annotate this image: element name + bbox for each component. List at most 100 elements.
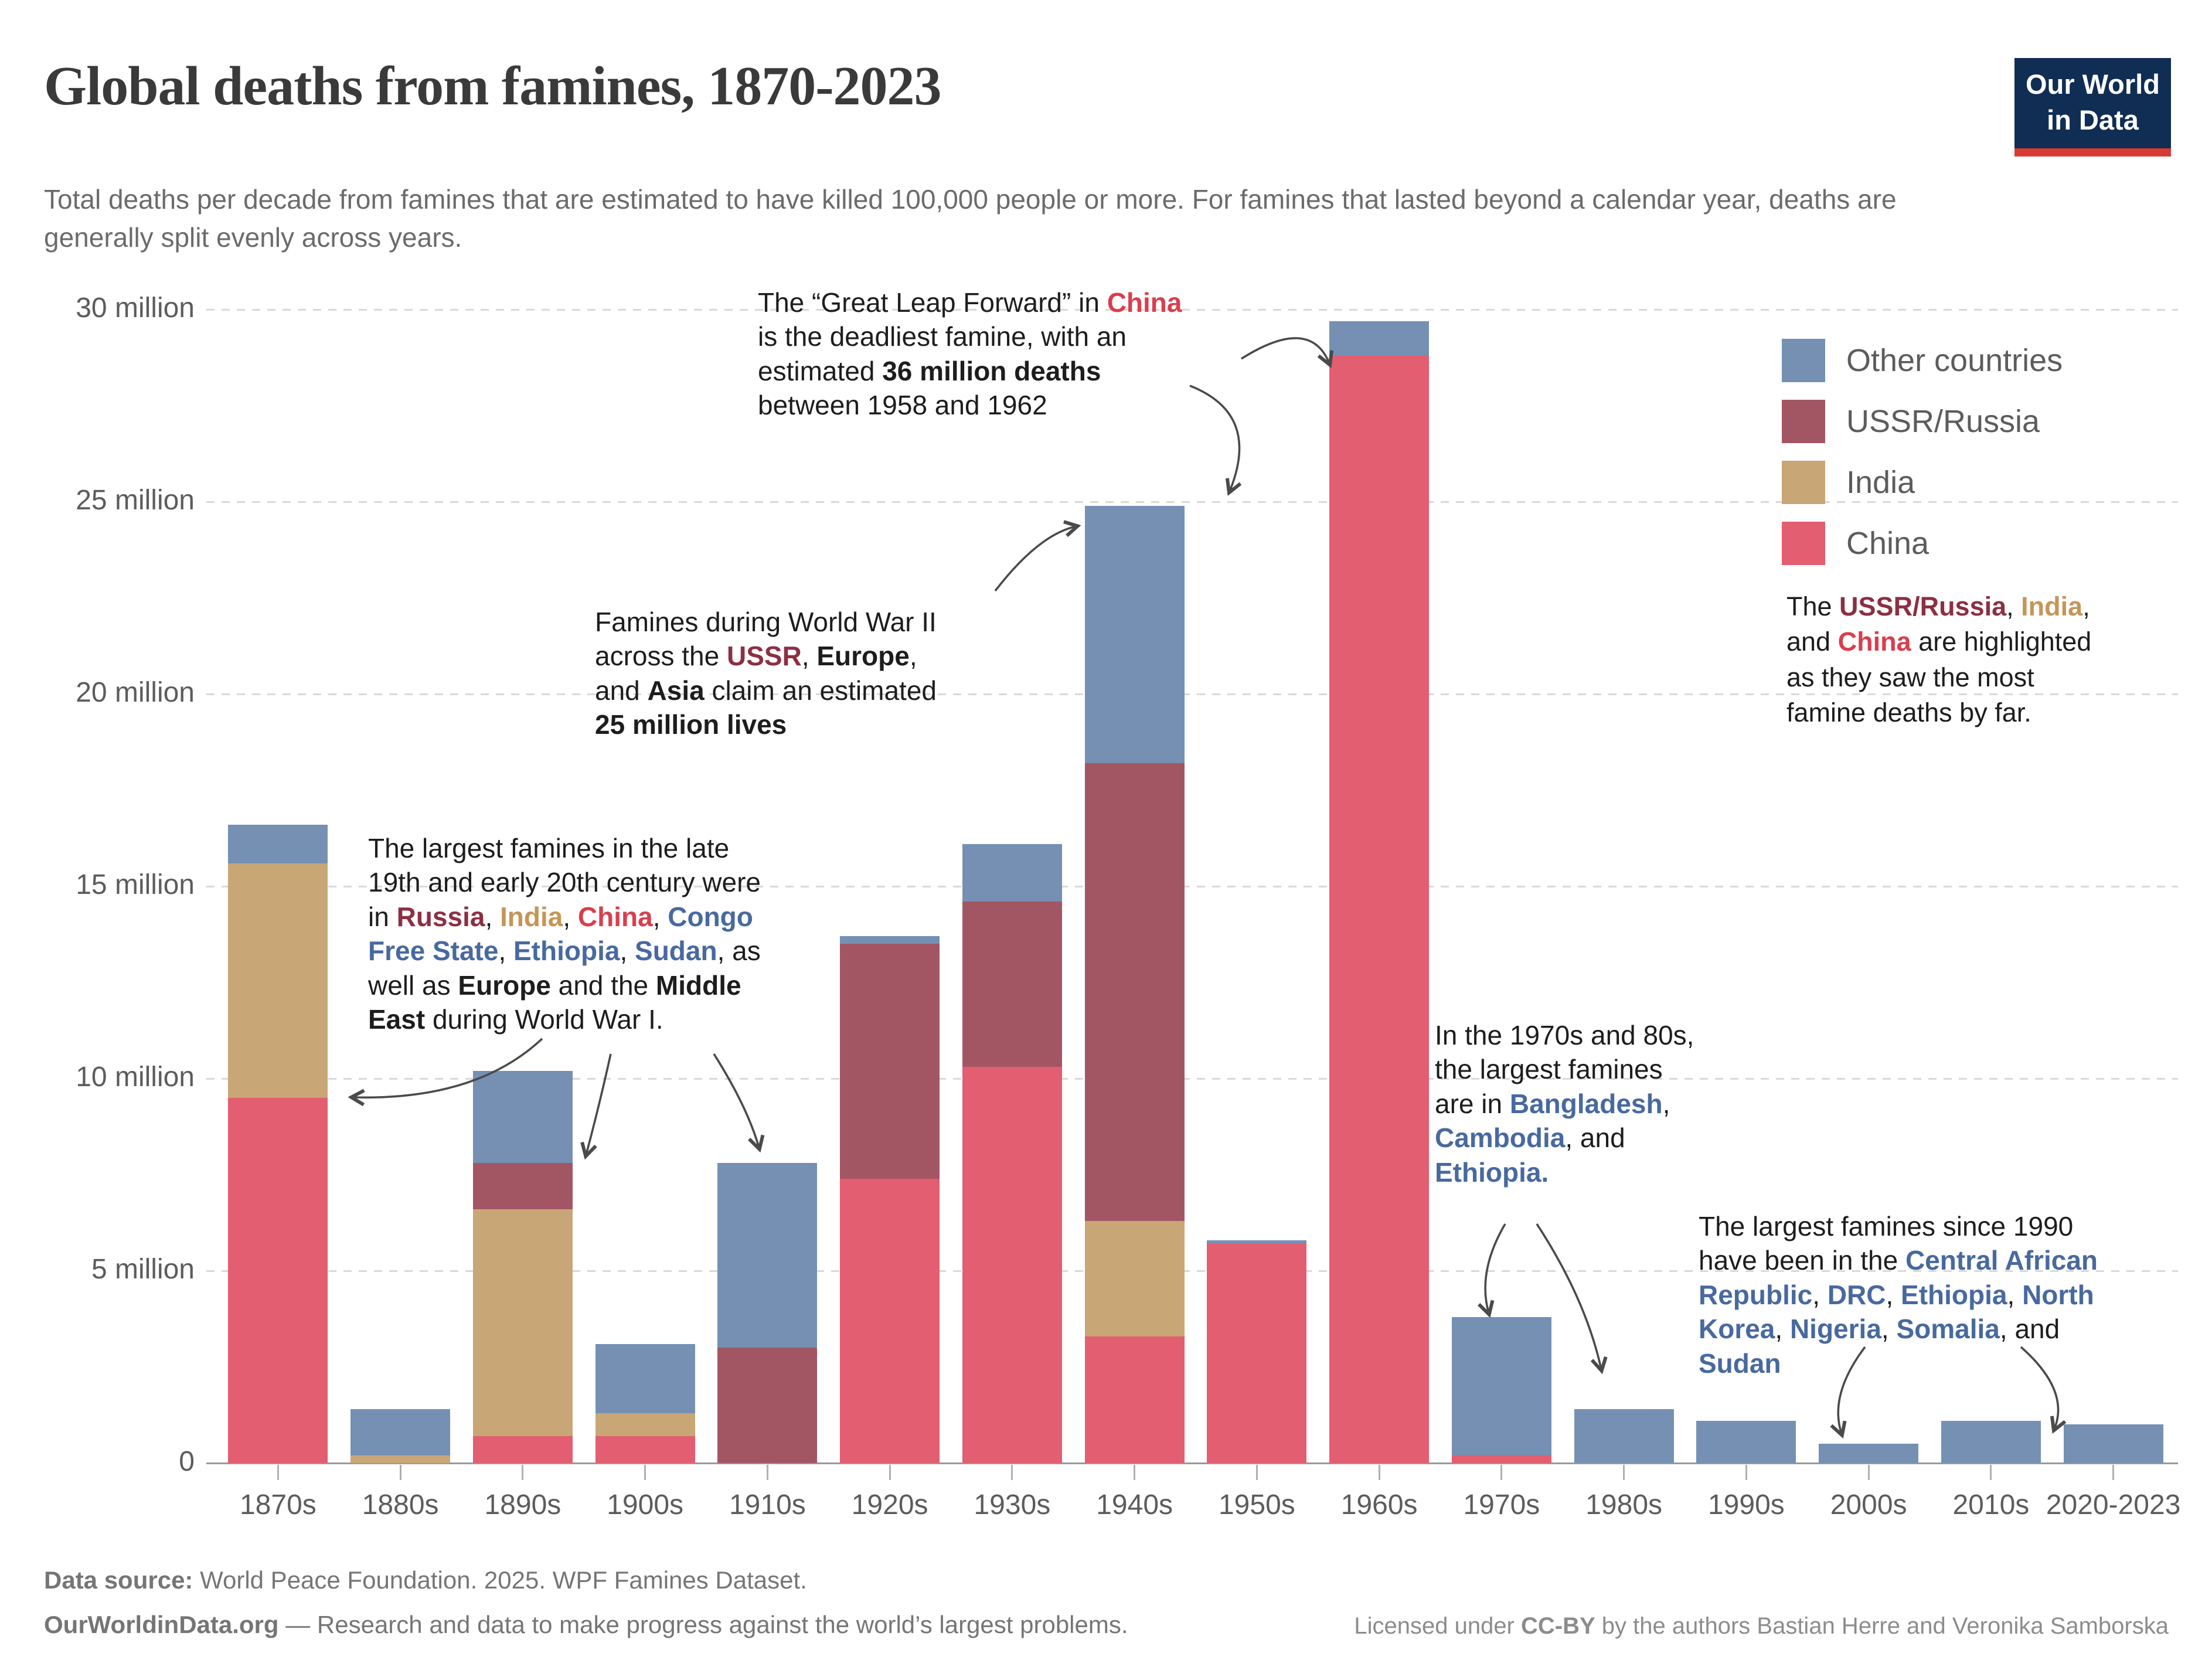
annotation-great-leap-forward: The “Great Leap Forward” in China is the … [758, 285, 1262, 423]
rich-text-segment: Europe [816, 641, 910, 672]
legend-item-china[interactable]: China [1782, 522, 2063, 565]
legend-note-line: famine deaths by far. [1786, 697, 2031, 727]
bar-segment-india-1880s[interactable] [350, 1455, 451, 1463]
x-axis-label-2000s: 2000s [1830, 1489, 1907, 1520]
x-axis-label-1950s: 1950s [1218, 1489, 1295, 1520]
x-axis-tick-2020-2023 [2112, 1465, 2115, 1480]
bar-segment-china-1970s[interactable] [1451, 1455, 1551, 1463]
gridline-10m [206, 1077, 2178, 1080]
rich-text-segment: Middle [655, 970, 741, 1001]
owid-logo-line2: in Data [2047, 104, 2139, 136]
rich-text-segment: Russia [396, 901, 485, 932]
legend-item-india[interactable]: India [1782, 461, 2063, 504]
legend-note-line: The USSR/Russia, India, [1786, 591, 2090, 621]
bar-segment-other-countries-1870s[interactable] [228, 825, 328, 863]
bar-segment-ussr-russia-1890s[interactable] [472, 1163, 573, 1210]
legend-note: The USSR/Russia, India, and China are hig… [1786, 589, 2185, 730]
legend: Other countries USSR/Russia India China [1782, 339, 2063, 583]
bar-segment-ussr-russia-1920s[interactable] [840, 944, 940, 1179]
annotation-line: East during World War I. [368, 1004, 663, 1035]
y-axis-label-30: 30 million [76, 292, 195, 324]
bar-segment-other-countries-1940s[interactable] [1084, 505, 1185, 764]
rich-text-segment: Data source: [44, 1566, 193, 1594]
legend-label: USSR/Russia [1846, 404, 2040, 439]
owid-logo-line1: Our World [2026, 69, 2160, 100]
legend-swatch-ussr-russia [1782, 400, 1825, 443]
bar-segment-china-1950s[interactable] [1207, 1244, 1307, 1463]
annotation-line: the largest famines [1435, 1054, 1663, 1085]
rich-text-segment: Cambodia [1435, 1122, 1566, 1154]
x-axis-label-1990s: 1990s [1707, 1489, 1785, 1520]
bar-segment-other-countries-2010s[interactable] [1941, 1420, 2041, 1463]
x-axis-tick-1880s [399, 1465, 401, 1480]
x-axis-label-1870s: 1870s [239, 1489, 317, 1520]
rich-text-segment: India [2021, 591, 2083, 621]
bar-segment-other-countries-2000s[interactable] [1819, 1444, 1919, 1463]
annotation-late-19th-century-famines: The largest famines in the late 19th and … [368, 831, 837, 1036]
legend-label: Other countries [1846, 343, 2063, 378]
annotation-line: In the 1970s and 80s, [1435, 1020, 1694, 1050]
bar-segment-china-1930s[interactable] [962, 1067, 1062, 1463]
rich-text-segment: Asia [647, 675, 705, 706]
rich-text-segment: Congo [668, 901, 753, 932]
rich-text-segment: China [1107, 287, 1182, 318]
bar-segment-ussr-russia-1930s[interactable] [962, 902, 1062, 1067]
bar-segment-other-countries-1910s[interactable] [717, 1163, 818, 1348]
x-axis-tick-1960s [1378, 1465, 1380, 1480]
rich-text-segment: Ethiopia. [1435, 1156, 1549, 1188]
bar-segment-other-countries-1930s[interactable] [962, 843, 1062, 902]
bar-segment-other-countries-1970s[interactable] [1451, 1317, 1551, 1455]
bar-segment-other-countries-1990s[interactable] [1696, 1420, 1796, 1463]
bar-segment-other-countries-1980s[interactable] [1574, 1409, 1674, 1463]
bar-segment-other-countries-1880s[interactable] [350, 1409, 451, 1455]
bar-segment-other-countries-1890s[interactable] [472, 1070, 573, 1164]
bar-segment-china-1900s[interactable] [595, 1436, 695, 1463]
bar-segment-other-countries-1960s[interactable] [1329, 321, 1430, 356]
x-axis-label-1970s: 1970s [1463, 1489, 1540, 1520]
x-axis-tick-1890s [522, 1465, 524, 1480]
bar-segment-india-1900s[interactable] [595, 1413, 695, 1437]
rich-text-segment: Sudan [1699, 1348, 1781, 1379]
rich-text-segment: Ethiopia [1901, 1279, 2007, 1310]
rich-text-segment: Sudan [635, 936, 717, 967]
bar-segment-other-countries-1900s[interactable] [595, 1343, 695, 1413]
rich-text-segment: Republic [1699, 1279, 1813, 1310]
annotation-line: The “Great Leap Forward” in China [758, 287, 1182, 318]
x-axis-tick-1910s [766, 1465, 768, 1480]
y-axis-label-20: 20 million [76, 677, 195, 708]
legend-swatch-china [1782, 522, 1825, 565]
gridline-30m [206, 308, 2178, 311]
bar-segment-other-countries-2020-2023[interactable] [2063, 1424, 2163, 1463]
owid-credit-line: OurWorldinData.org — Research and data t… [44, 1611, 1128, 1638]
bar-segment-ussr-russia-1940s[interactable] [1084, 763, 1185, 1221]
bar-segment-other-countries-1950s[interactable] [1207, 1240, 1307, 1244]
y-axis-label-10: 10 million [76, 1062, 195, 1093]
x-axis-line [206, 1462, 2178, 1464]
annotation-line: Ethiopia. [1435, 1155, 1751, 1189]
rich-text-segment: Europe [458, 970, 551, 1001]
bar-segment-ussr-russia-1910s[interactable] [717, 1348, 818, 1463]
rich-text-segment: OurWorldinData.org [44, 1611, 279, 1638]
annotation-famines-1970s-80s: In the 1970s and 80s, the largest famines… [1435, 1018, 1751, 1189]
legend-note-line: and China are highlighted [1786, 627, 2092, 657]
bar-segment-china-1960s[interactable] [1329, 355, 1430, 1463]
bar-segment-india-1890s[interactable] [472, 1209, 573, 1437]
legend-swatch-india [1782, 461, 1825, 504]
x-axis-label-1960s: 1960s [1340, 1489, 1418, 1520]
x-axis-label-1910s: 1910s [729, 1489, 806, 1520]
legend-label: China [1846, 526, 1929, 561]
rich-text-segment: Somalia [1896, 1314, 2000, 1345]
annotation-line: Free State, Ethiopia, Sudan, as [368, 936, 761, 967]
rich-text-segment: 25 million lives [595, 709, 787, 740]
bar-segment-india-1940s[interactable] [1084, 1220, 1185, 1336]
bar-segment-china-1890s[interactable] [472, 1436, 573, 1463]
legend-item-ussr-russia[interactable]: USSR/Russia [1782, 400, 2063, 443]
bar-segment-other-countries-1920s[interactable] [840, 936, 940, 944]
legend-item-other-countries[interactable]: Other countries [1782, 339, 2063, 382]
annotation-line: in Russia, India, China, Congo [368, 901, 753, 932]
rich-text-segment: Korea [1699, 1314, 1775, 1345]
bar-segment-china-1940s[interactable] [1084, 1336, 1185, 1463]
bar-segment-india-1870s[interactable] [228, 863, 328, 1098]
bar-segment-china-1920s[interactable] [840, 1178, 940, 1463]
bar-segment-china-1870s[interactable] [228, 1097, 328, 1463]
